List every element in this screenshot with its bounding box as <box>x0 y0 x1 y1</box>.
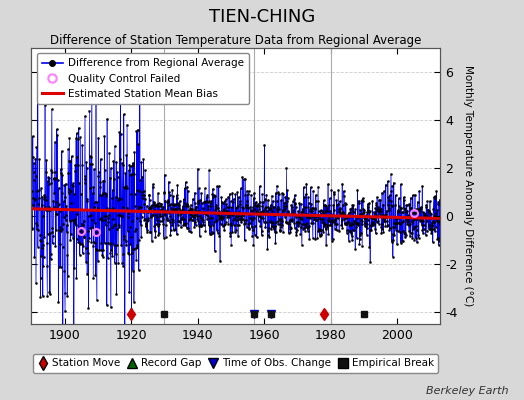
Title: Difference of Station Temperature Data from Regional Average: Difference of Station Temperature Data f… <box>50 34 421 47</box>
Text: Berkeley Earth: Berkeley Earth <box>426 386 508 396</box>
Legend: Station Move, Record Gap, Time of Obs. Change, Empirical Break: Station Move, Record Gap, Time of Obs. C… <box>33 354 439 373</box>
Y-axis label: Monthly Temperature Anomaly Difference (°C): Monthly Temperature Anomaly Difference (… <box>463 65 473 307</box>
Text: TIEN-CHING: TIEN-CHING <box>209 8 315 26</box>
